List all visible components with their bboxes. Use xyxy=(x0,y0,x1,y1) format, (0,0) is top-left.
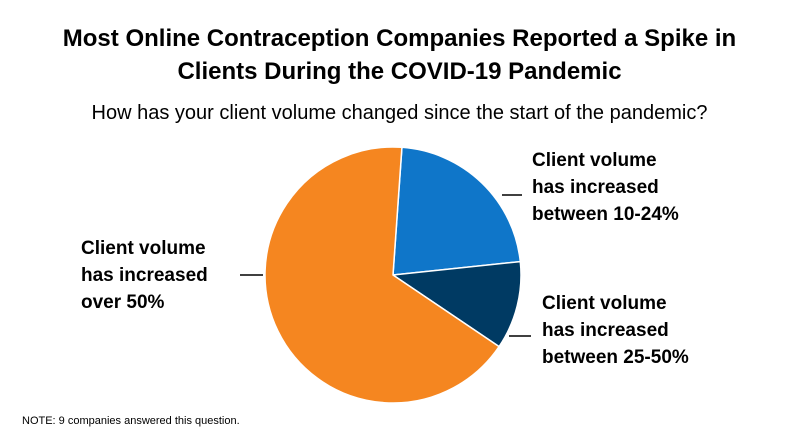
slice-label-line: has increased xyxy=(542,320,669,341)
slice-label-line: Client volume xyxy=(81,238,206,259)
slice-label-line: has increased xyxy=(81,265,208,286)
slice-label-line: between 25-50% xyxy=(542,347,689,368)
chart-title: Most Online Contraception Companies Repo… xyxy=(0,22,799,88)
slice-label-line: over 50% xyxy=(81,292,165,313)
pie-slice xyxy=(392,146,522,276)
slice-label-line: Client volume xyxy=(532,150,657,171)
slice-label: Client volume has increased over 50% xyxy=(81,238,208,313)
slice-label: Client volume has increased between 25-50% xyxy=(542,293,689,368)
pie-slice xyxy=(264,146,500,404)
chart-title-line-2: Clients During the COVID-19 Pandemic xyxy=(177,58,622,85)
slice-label-line: between 10-24% xyxy=(532,204,679,225)
chart-title-line-1: Most Online Contraception Companies Repo… xyxy=(62,25,737,52)
pie-slice xyxy=(392,260,522,348)
chart-subtitle: How has your client volume changed since… xyxy=(91,102,708,124)
footnote: NOTE: 9 companies answered this question… xyxy=(22,415,240,427)
slice-label-line: has increased xyxy=(532,177,659,198)
slice-label: Client volume has increased between 10-24% xyxy=(532,150,679,225)
slice-label-line: Client volume xyxy=(542,293,667,314)
